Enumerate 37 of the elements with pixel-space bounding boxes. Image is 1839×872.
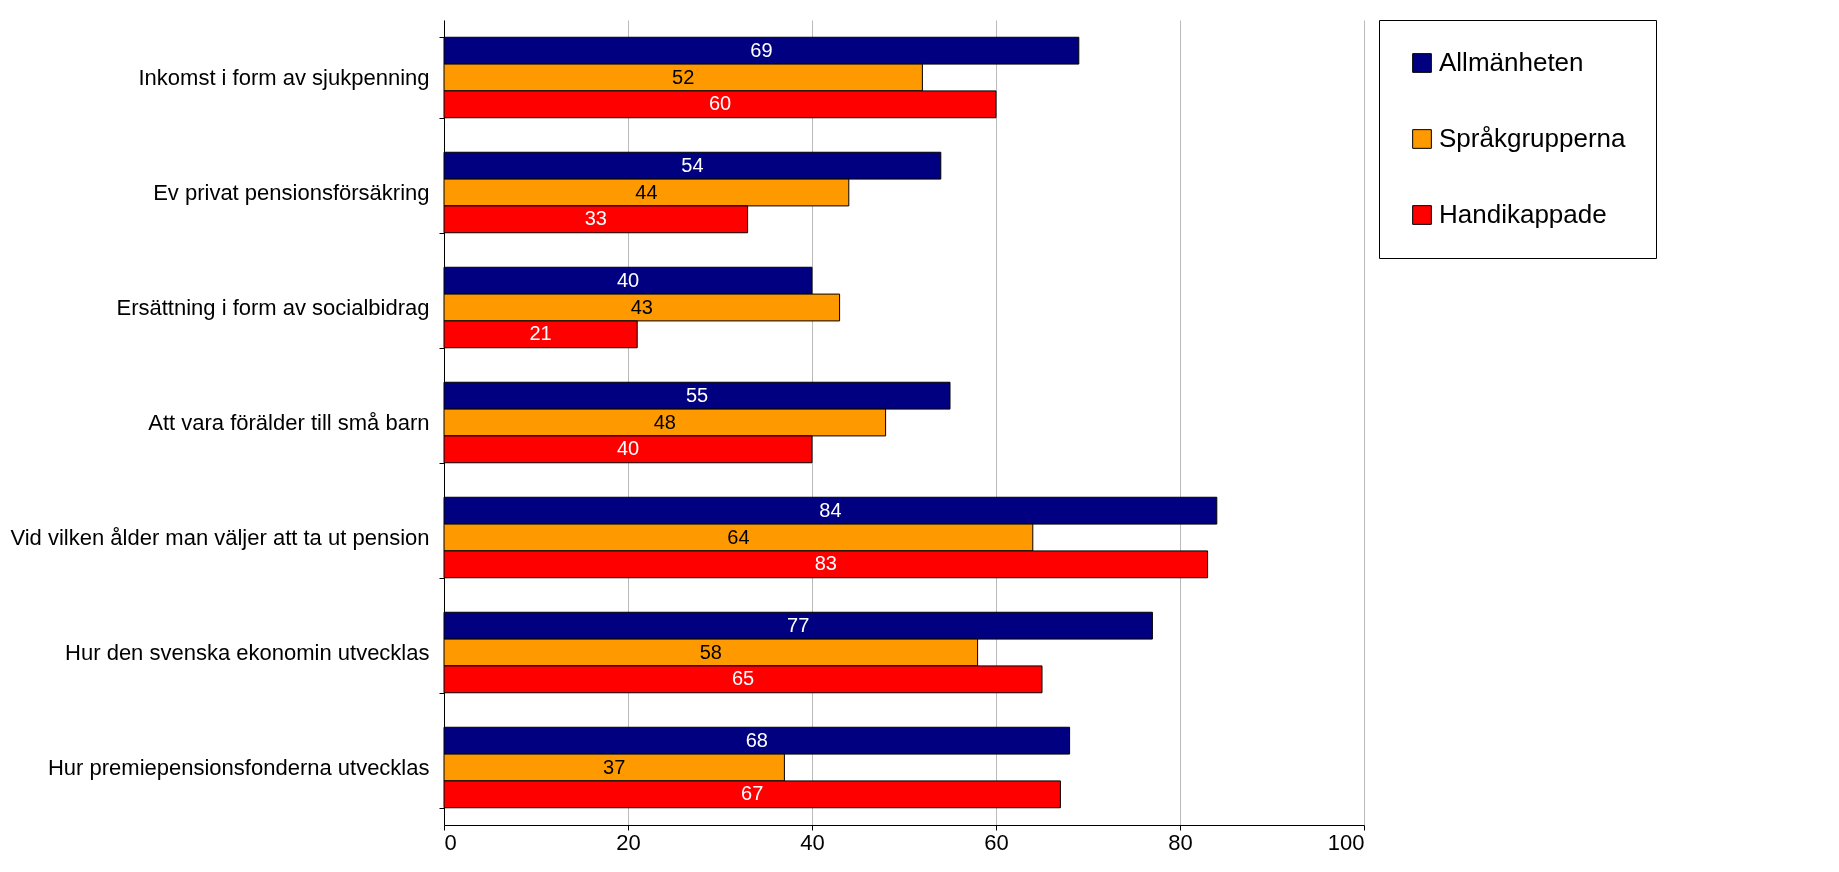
data-label: 60 <box>708 92 732 115</box>
data-label: 68 <box>745 728 768 751</box>
y-tick-label: Hur premiepensionsfonderna utvecklas <box>47 755 430 780</box>
x-tick-label: 40 <box>800 829 825 855</box>
data-label: 67 <box>741 782 764 805</box>
data-label: 65 <box>731 667 755 690</box>
y-tick-label: Inkomst i form av sjukpenning <box>138 65 430 90</box>
x-tick-label: 100 <box>1327 829 1365 855</box>
data-label: 77 <box>787 613 810 636</box>
data-label: 43 <box>630 295 653 318</box>
legend-label: Handikappade <box>1439 199 1607 229</box>
data-label: 84 <box>819 498 842 521</box>
data-label: 21 <box>529 322 552 345</box>
y-tick-label: Hur den svenska ekonomin utvecklas <box>65 640 430 665</box>
data-label: 48 <box>653 410 676 433</box>
data-label: 40 <box>616 437 640 460</box>
y-tick-label: Vid vilken ålder man väljer att ta ut pension <box>10 525 430 550</box>
y-tick-label: Att vara förälder till små barn <box>148 410 430 435</box>
x-tick-label: 0 <box>444 829 457 855</box>
legend-label: Allmänheten <box>1439 47 1584 77</box>
data-label: 83 <box>814 552 837 575</box>
data-label: 54 <box>681 153 704 176</box>
data-label: 37 <box>603 755 626 778</box>
y-tick-label: Ersättning i form av socialbidrag <box>116 295 430 320</box>
legend-label: Språkgrupperna <box>1439 123 1626 153</box>
data-label: 55 <box>685 383 709 406</box>
data-label: 58 <box>699 640 722 663</box>
x-tick-label: 80 <box>1168 829 1193 855</box>
data-label: 33 <box>584 207 607 230</box>
data-label: 52 <box>672 65 695 88</box>
data-label: 64 <box>727 525 750 548</box>
x-tick-label: 60 <box>984 829 1009 855</box>
data-label: 40 <box>616 268 640 291</box>
y-tick-label: Ev privat pensionsförsäkring <box>153 180 430 205</box>
x-tick-label: 20 <box>616 829 641 855</box>
data-label: 69 <box>750 38 773 61</box>
data-label: 44 <box>635 180 658 203</box>
